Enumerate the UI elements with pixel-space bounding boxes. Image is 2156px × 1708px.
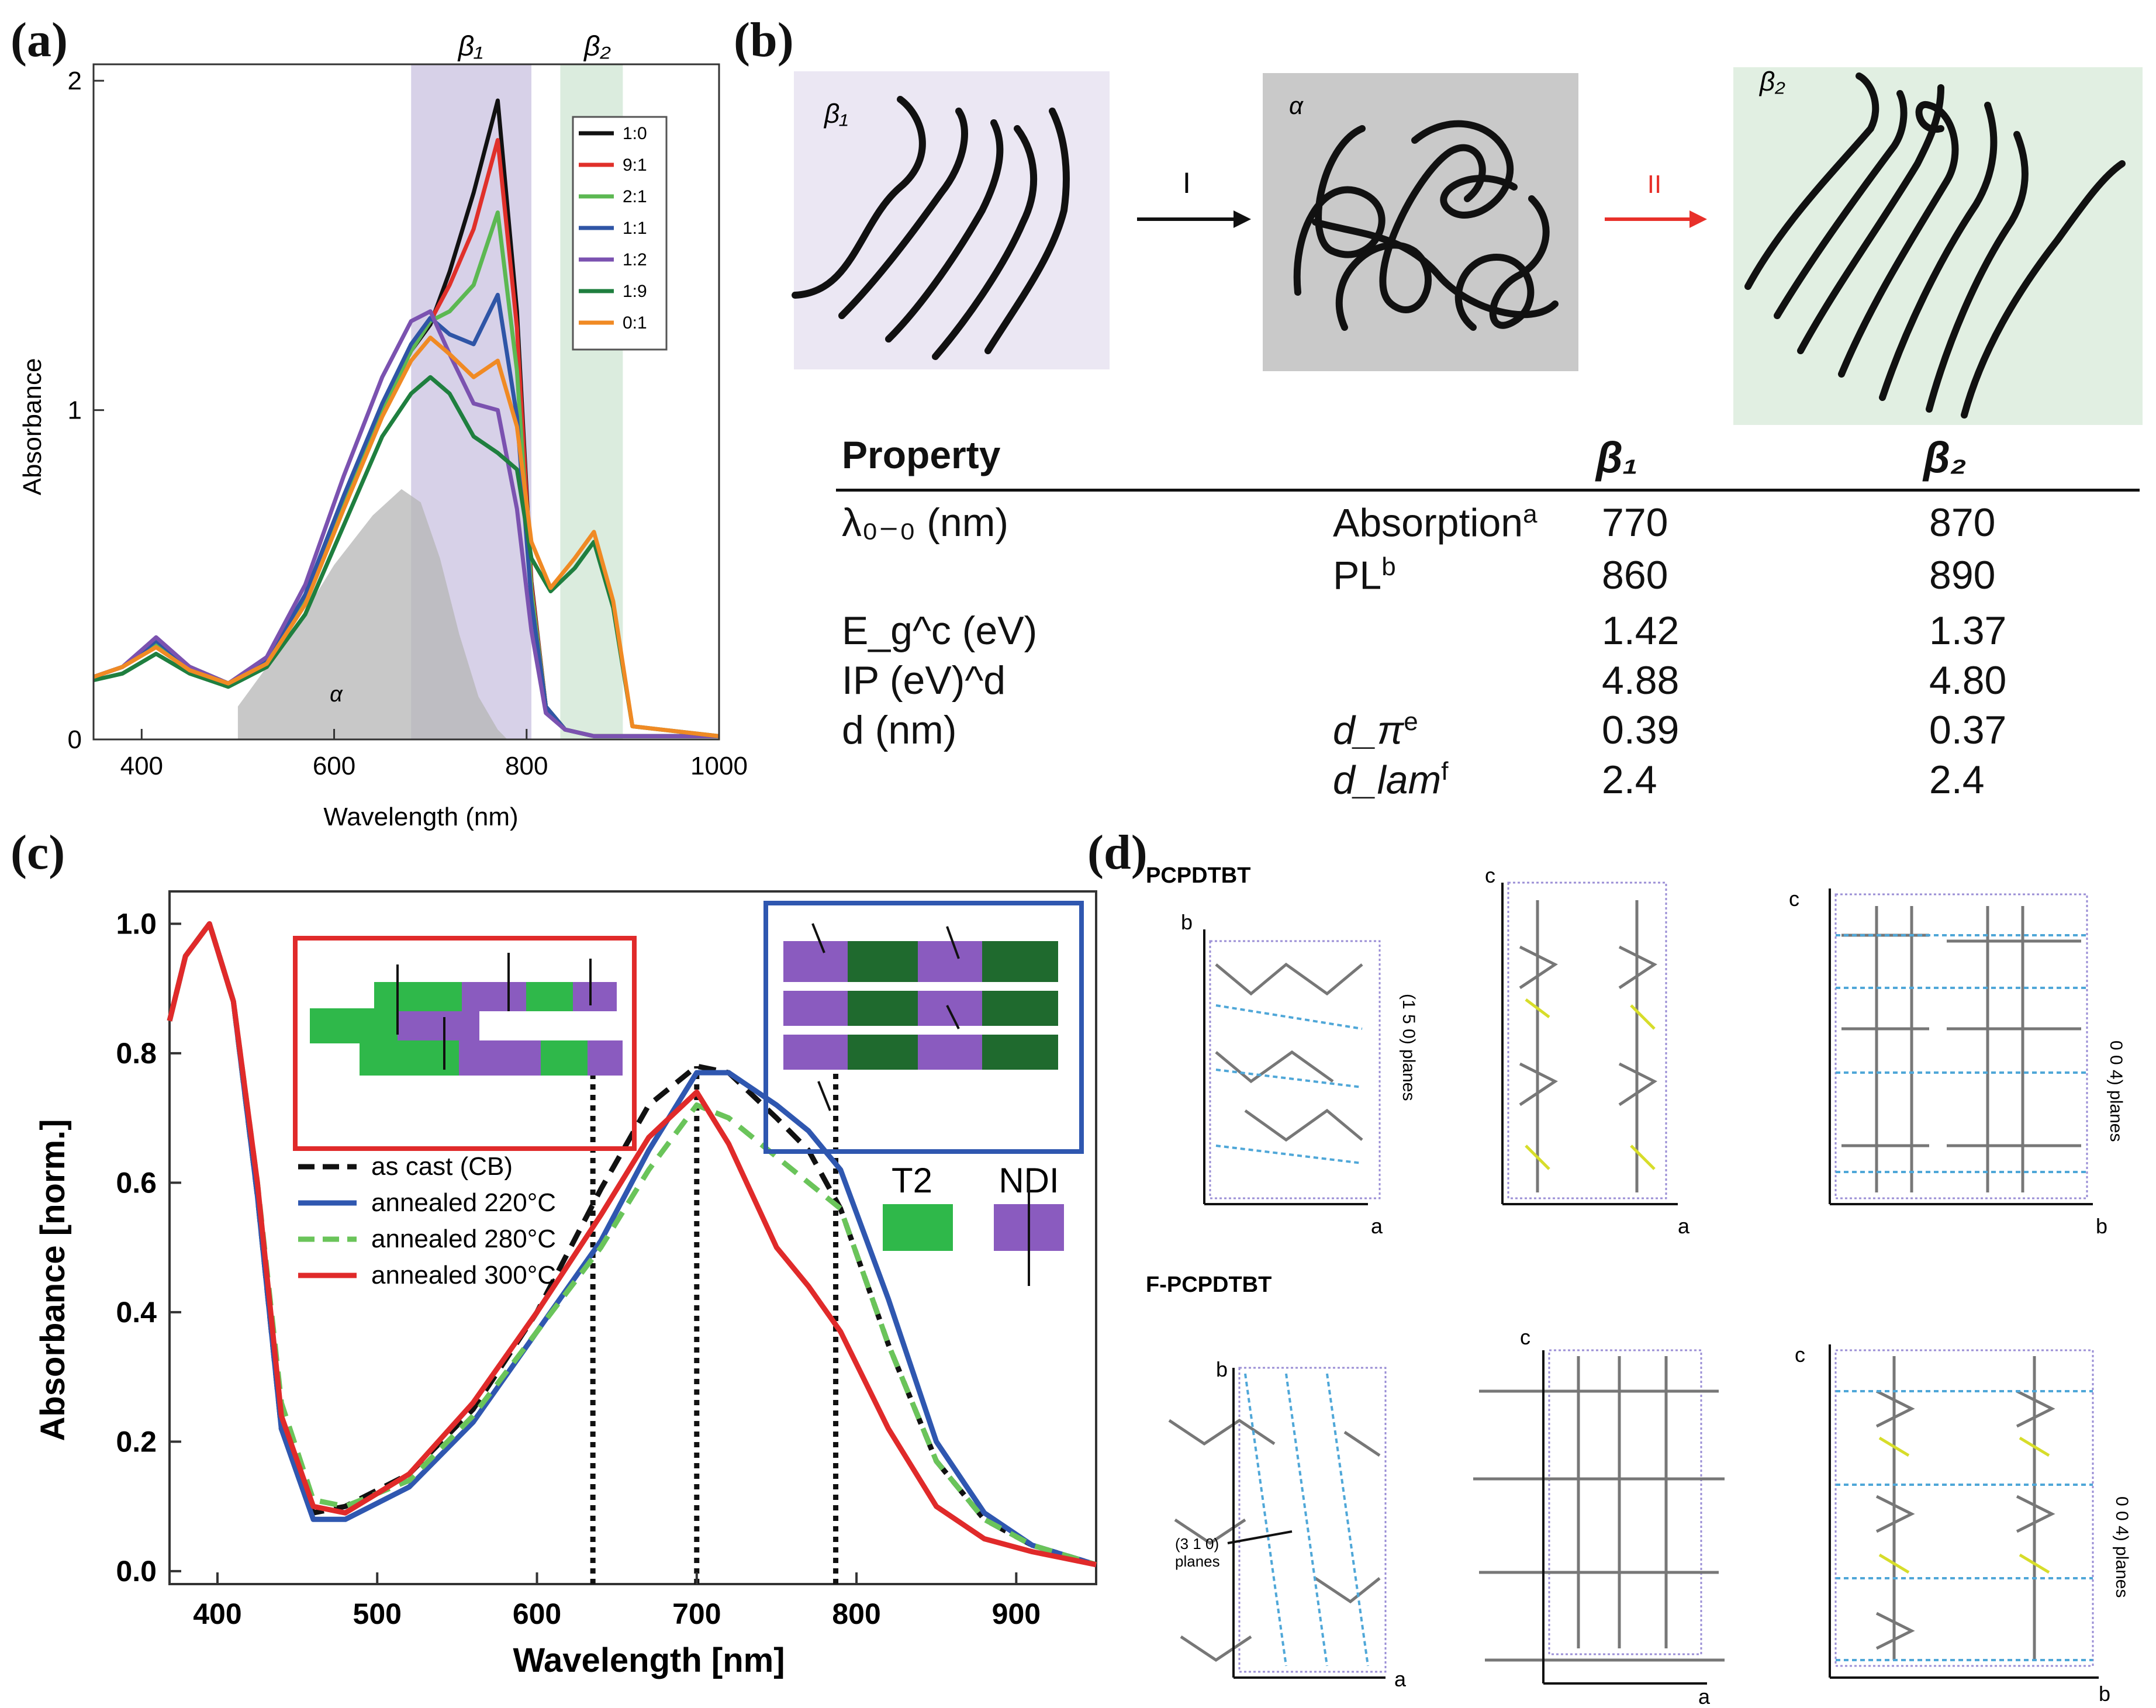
table-row-sub-1: PLb <box>1333 552 1396 598</box>
plane-310-arrow <box>1227 1530 1293 1544</box>
table-header-rule <box>836 489 2140 492</box>
plane-150-label: (1 5 0) planes <box>1399 994 1418 1101</box>
property-table: Property β₁ β₂ λ₀₋₀ (nm) Absorptiona 770… <box>836 433 2145 830</box>
table-row-sub-0: Absorptiona <box>1333 500 1537 545</box>
plane-310-label: (3 1 0) <box>1175 1535 1219 1553</box>
arrow-i-head <box>1234 210 1251 228</box>
table-row-b2-2: 1.37 <box>1929 608 2007 653</box>
arrow-ii-label: II <box>1647 170 1661 199</box>
axis-label-a-5: a <box>1698 1685 1711 1708</box>
crystal-top-left <box>1209 940 1381 1199</box>
table-row-b2-0: 870 <box>1929 500 1996 545</box>
panel-label-d: (d) <box>1087 825 1148 880</box>
beta1-chains <box>792 96 1070 360</box>
crystal-bottom-middle <box>1473 1349 1725 1662</box>
plane-004-label-1: 0 0 4) planes <box>2106 1040 2126 1142</box>
axis-label-c-6: c <box>1795 1343 1805 1367</box>
axis-label-c-2: c <box>1485 863 1495 887</box>
table-row-sub-5: d_lamf <box>1333 757 1449 803</box>
table-row-b2-3: 4.80 <box>1929 658 2007 703</box>
table-row-b2-1: 890 <box>1929 553 1996 597</box>
beta2-chains <box>1744 72 2126 419</box>
axis-label-a-4: a <box>1394 1667 1407 1691</box>
crystal-top-middle <box>1507 881 1667 1199</box>
table-header-beta1: β₁ <box>1596 433 1638 482</box>
table-row-b1-2: 1.42 <box>1602 608 1680 653</box>
axis-label-b-4: b <box>1216 1357 1228 1381</box>
crystal-title-1: PCPDTBT <box>1146 863 1250 888</box>
table-row-b1-5: 2.4 <box>1602 758 1657 802</box>
axis-label-c-3: c <box>1789 887 1799 911</box>
arrow-ii-head <box>1689 210 1707 228</box>
axis-label-a-1: a <box>1371 1214 1383 1238</box>
table-row-prop-0: λ₀₋₀ (nm) <box>842 500 1008 545</box>
axis-label-a-2: a <box>1678 1214 1690 1238</box>
table-header-beta2: β₂ <box>1923 433 1967 482</box>
axis-label-b-6: b <box>2099 1682 2110 1706</box>
table-row-prop-3: IP (eV)^d <box>842 658 1006 703</box>
table-row-prop-2: E_g^c (eV) <box>842 608 1038 653</box>
table-row-b1-1: 860 <box>1602 553 1668 597</box>
arrow-i-label: I <box>1183 167 1191 199</box>
axis-label-b-1: b <box>1181 910 1193 934</box>
table-row-b1-0: 770 <box>1602 500 1668 545</box>
panel-label-c: (c) <box>11 825 65 880</box>
schematic-b: β₁ I α II β₂ <box>792 66 2143 425</box>
axis-label-b-3: b <box>2096 1214 2107 1238</box>
crystal-top-right <box>1834 893 2088 1199</box>
beta2-box-label: β₂ <box>1758 66 1785 96</box>
alpha-coils <box>1293 120 1559 331</box>
table-header-property: Property <box>842 433 1001 476</box>
table-row-sub-4: d_πe <box>1333 707 1418 753</box>
table-row-b1-3: 4.88 <box>1602 658 1680 703</box>
table-row-b2-5: 2.4 <box>1929 758 1985 802</box>
plane-310-planes-word: planes <box>1175 1553 1220 1570</box>
crystal-bottom-left <box>1168 1367 1387 1673</box>
panel-label-b: (b) <box>734 13 794 67</box>
plane-004-label-2: 0 0 4) planes <box>2112 1496 2131 1598</box>
table-row-prop-4: d (nm) <box>842 708 957 752</box>
table-row-b1-4: 0.39 <box>1602 708 1680 752</box>
crystal-title-2: F-PCPDTBT <box>1146 1273 1272 1297</box>
table-row-b2-4: 0.37 <box>1929 708 2007 752</box>
crystal-bottom-right <box>1834 1349 2094 1667</box>
alpha-box-label: α <box>1289 92 1304 119</box>
axis-label-c-5: c <box>1520 1325 1530 1349</box>
panel-label-a: (a) <box>11 13 68 67</box>
beta1-box-label: β₁ <box>823 98 848 129</box>
